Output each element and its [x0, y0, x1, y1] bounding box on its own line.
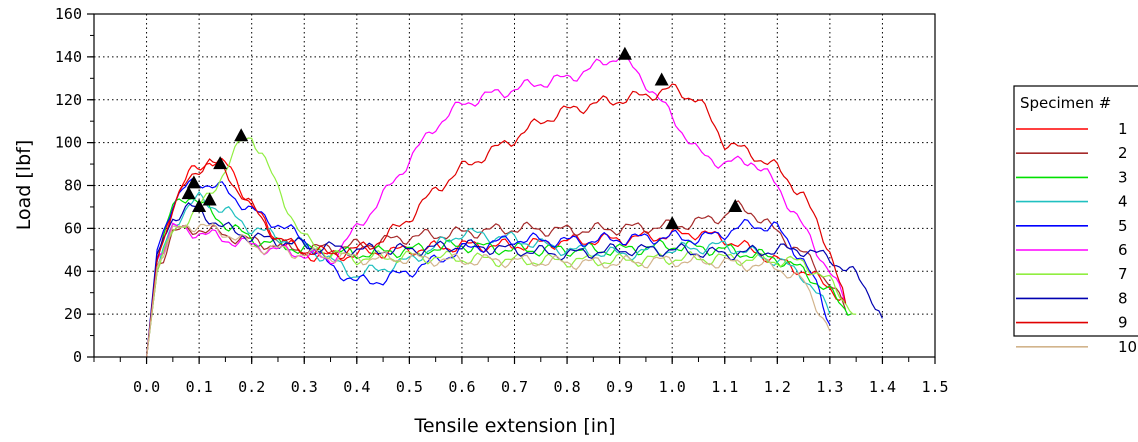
y-axis-title: Load [lbf] — [13, 140, 35, 230]
legend-label-8: 8 — [1118, 289, 1128, 307]
grid-lines — [94, 14, 935, 357]
series-line-3 — [147, 199, 851, 358]
x-tick-label: 1.3 — [816, 378, 843, 396]
legend-label-9: 9 — [1118, 314, 1128, 332]
x-tick-label: 0.7 — [501, 378, 528, 396]
x-tick-label: 0.2 — [238, 378, 265, 396]
break-marker-1 — [665, 216, 679, 229]
break-markers — [182, 47, 743, 229]
x-tick-label: 0.4 — [343, 378, 370, 396]
y-tick-label: 40 — [64, 262, 82, 280]
x-axis-ticks: 0.0 0.1 0.2 0.3 0.4 0.5 0.6 0.7 0.8 0.9 1.0 1.1 1.2 1… — [94, 357, 949, 396]
legend-label-5: 5 — [1118, 217, 1128, 235]
break-marker-7 — [234, 128, 248, 141]
y-tick-label: 120 — [55, 91, 82, 109]
y-tick-label: 80 — [64, 177, 82, 195]
y-tick-label: 140 — [55, 48, 82, 66]
legend-label-3: 3 — [1118, 168, 1128, 186]
x-tick-label: 1.0 — [659, 378, 686, 396]
legend-label-10: 10 — [1118, 338, 1137, 356]
x-tick-label: 0.5 — [396, 378, 423, 396]
x-tick-label: 0.8 — [554, 378, 581, 396]
x-tick-label: 1.2 — [764, 378, 791, 396]
x-tick-label: 0.1 — [186, 378, 213, 396]
x-tick-label: 0.6 — [448, 378, 475, 396]
x-tick-label: 1.1 — [711, 378, 738, 396]
break-marker-2 — [728, 199, 742, 212]
break-marker-4 — [203, 193, 217, 206]
x-tick-label: 1.5 — [921, 378, 948, 396]
y-tick-label: 0 — [73, 348, 82, 366]
break-marker-9 — [655, 72, 669, 85]
y-tick-label: 20 — [64, 305, 82, 323]
x-tick-label: 0.0 — [133, 378, 160, 396]
legend-label-6: 6 — [1118, 241, 1128, 259]
x-tick-label: 1.4 — [869, 378, 896, 396]
legend-label-4: 4 — [1118, 193, 1128, 211]
x-tick-label: 0.9 — [606, 378, 633, 396]
legend-title: Specimen # — [1020, 94, 1111, 112]
y-tick-label: 160 — [55, 5, 82, 23]
y-tick-label: 60 — [64, 219, 82, 237]
series-line-4 — [147, 192, 830, 357]
legend: Specimen # 1 2 3 4 5 6 7 8 9 10 — [1014, 86, 1138, 356]
x-axis-title: Tensile extension [in] — [413, 415, 615, 437]
legend-label-2: 2 — [1118, 144, 1128, 162]
y-axis-ticks: 0 20 40 60 80 100 120 140 160 — [55, 5, 94, 366]
y-tick-label: 100 — [55, 134, 82, 152]
break-marker-6 — [618, 47, 632, 60]
x-tick-label: 0.3 — [291, 378, 318, 396]
legend-label-1: 1 — [1118, 120, 1128, 138]
legend-label-7: 7 — [1118, 265, 1128, 283]
series-line-5 — [147, 179, 830, 357]
